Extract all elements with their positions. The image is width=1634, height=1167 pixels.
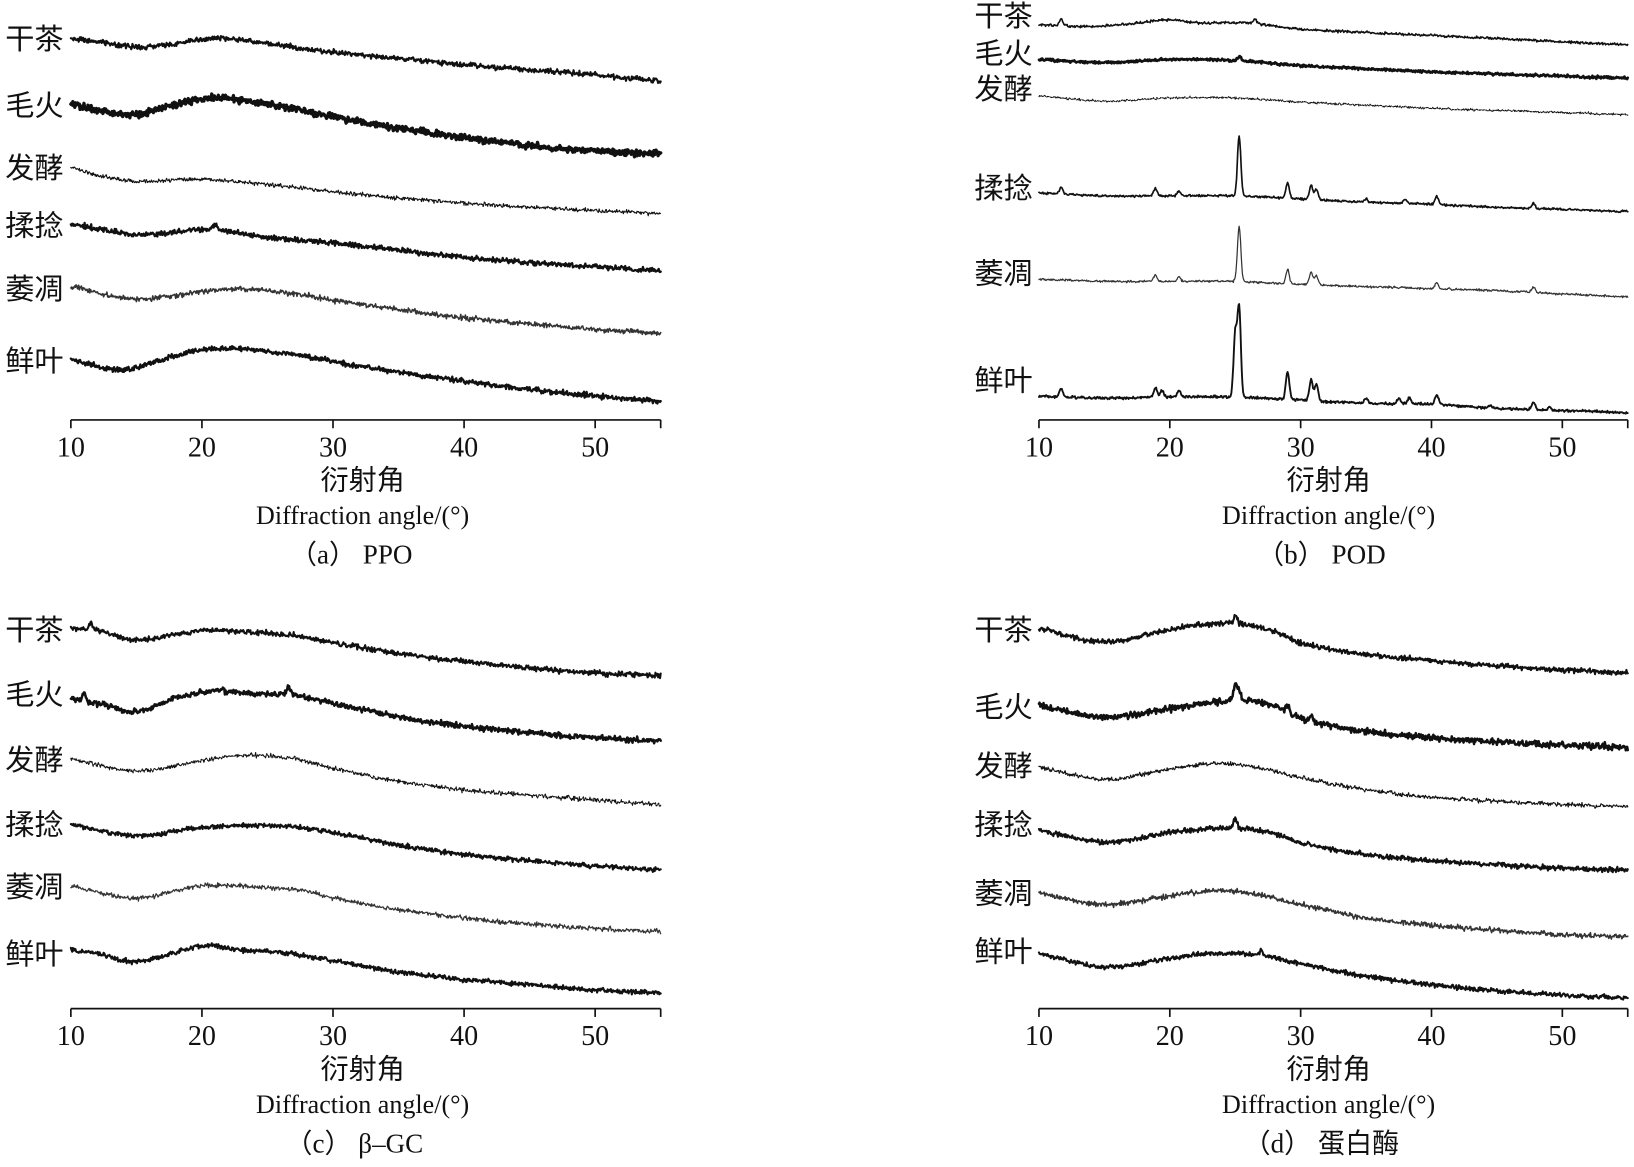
panel-d-trace-withering <box>1038 887 1629 940</box>
panel-b-trace-fresh-leaf <box>1038 303 1629 415</box>
panel-b-trace-withering <box>1038 225 1629 299</box>
panel-a-x-tick-label-20: 20 <box>188 432 216 463</box>
panel-b-label-fermentation: 发酵 <box>974 72 1032 106</box>
panel-c-trace-withering <box>70 882 662 935</box>
panel-d-x-tick-label-20: 20 <box>1156 1021 1184 1052</box>
panel-d-label-withering: 萎凋 <box>974 876 1032 910</box>
panel-d-trace-first-drying <box>1037 682 1629 752</box>
panel-a-trace-first-drying <box>69 92 663 159</box>
panel-d-caption: （d） 蛋白酶 <box>1244 1128 1400 1158</box>
panel-c-trace-first-drying <box>69 684 662 745</box>
panel-c-caption: （c） β–GC <box>285 1128 423 1158</box>
panel-b-x-tick-label-40: 40 <box>1417 432 1445 463</box>
panel-c-label-withering: 萎凋 <box>5 870 63 904</box>
panel-c-label-fermentation: 发酵 <box>5 743 63 777</box>
panel-d-x-tick-label-40: 40 <box>1417 1021 1445 1052</box>
panel-a-x-tick-label-40: 40 <box>450 432 478 463</box>
panel-c-label-dry-tea: 干茶 <box>5 613 63 647</box>
panel-d-trace-dry-tea <box>1037 613 1629 676</box>
panel-c-trace-dry-tea <box>69 620 662 680</box>
panel-a-x-tick-label-50: 50 <box>581 432 609 463</box>
panel-b-x-tick-label-10: 10 <box>1025 432 1053 463</box>
panel-c-x-tick-label-50: 50 <box>581 1021 609 1052</box>
panel-b-trace-first-drying <box>1037 54 1630 81</box>
panel-b-x-tick-label-30: 30 <box>1287 432 1315 463</box>
panel-d-label-fresh-leaf: 鲜叶 <box>974 935 1032 969</box>
panel-b-trace-fermentation <box>1038 94 1629 117</box>
panel-c-x-axis-label-cn: 衍射角 <box>320 1052 404 1085</box>
panel-c-label-first-drying: 毛火 <box>5 677 63 711</box>
panel-a-x-axis-label-cn: 衍射角 <box>320 464 404 497</box>
panel-a-x-tick-label-30: 30 <box>319 432 347 463</box>
panel-d-trace-rolling <box>1037 816 1629 874</box>
panel-c-x-tick-label-10: 10 <box>57 1021 85 1052</box>
panel-c-x-tick-label-40: 40 <box>450 1021 478 1052</box>
panel-b-label-withering: 萎凋 <box>974 256 1032 290</box>
panel-a-x-tick-label-10: 10 <box>57 432 85 463</box>
panel-b-label-rolling: 揉捻 <box>974 171 1032 205</box>
panel-d-x-tick-label-50: 50 <box>1548 1021 1576 1052</box>
panel-a-label-fermentation: 发酵 <box>5 151 63 185</box>
panel-d-trace-fresh-leaf <box>1037 947 1629 1001</box>
panel-a-trace-fresh-leaf <box>69 345 662 405</box>
panel-a-trace-dry-tea <box>69 35 662 85</box>
panel-b-label-fresh-leaf: 鲜叶 <box>974 364 1032 398</box>
panel-a-caption: （a） PPO <box>290 540 413 570</box>
panel-b-caption: （b） POD <box>1257 540 1386 570</box>
panel-a-label-dry-tea: 干茶 <box>5 22 63 56</box>
panel-d-x-axis-label-cn: 衍射角 <box>1286 1052 1370 1085</box>
panel-d-label-fermentation: 发酵 <box>974 749 1032 783</box>
panel-a-x-axis-label-en: Diffraction angle/(°) <box>256 501 469 530</box>
panel-b-x-tick-label-20: 20 <box>1156 432 1184 463</box>
panel-d-x-tick-label-30: 30 <box>1287 1021 1315 1052</box>
panel-b-label-first-drying: 毛火 <box>974 37 1032 71</box>
panel-c-trace-rolling <box>69 822 662 873</box>
panel-a-label-first-drying: 毛火 <box>5 89 63 123</box>
panel-d-label-dry-tea: 干茶 <box>974 613 1032 647</box>
panel-d-label-first-drying: 毛火 <box>974 690 1032 724</box>
panel-b-trace-dry-tea <box>1038 17 1629 47</box>
panel-c-x-tick-label-30: 30 <box>319 1021 347 1052</box>
panel-b-label-dry-tea: 干茶 <box>974 0 1032 33</box>
panel-d-x-tick-label-10: 10 <box>1025 1021 1053 1052</box>
panel-a-trace-withering <box>70 284 662 336</box>
panel-d-label-rolling: 揉捻 <box>974 808 1032 842</box>
panel-d-trace-fermentation <box>1038 761 1629 809</box>
panel-c-x-tick-label-20: 20 <box>188 1021 216 1052</box>
panel-b-x-axis-label-en: Diffraction angle/(°) <box>1222 501 1435 530</box>
panel-c-label-rolling: 揉捻 <box>5 808 63 842</box>
panel-c-trace-fermentation <box>70 751 662 807</box>
panel-c-x-axis-label-en: Diffraction angle/(°) <box>256 1090 469 1119</box>
panel-c-label-fresh-leaf: 鲜叶 <box>5 937 63 971</box>
panel-c-trace-fresh-leaf <box>69 942 662 996</box>
panel-a-trace-rolling <box>69 221 662 274</box>
panel-a-trace-fermentation <box>70 166 662 217</box>
panel-b-x-tick-label-50: 50 <box>1548 432 1576 463</box>
panel-a-label-withering: 萎凋 <box>5 272 63 306</box>
panel-b-x-axis-label-cn: 衍射角 <box>1286 464 1370 497</box>
panel-d-x-axis-label-en: Diffraction angle/(°) <box>1222 1090 1435 1119</box>
panel-b-trace-rolling <box>1038 135 1629 214</box>
panel-a-label-fresh-leaf: 鲜叶 <box>5 344 63 378</box>
panel-a-label-rolling: 揉捻 <box>5 208 63 242</box>
